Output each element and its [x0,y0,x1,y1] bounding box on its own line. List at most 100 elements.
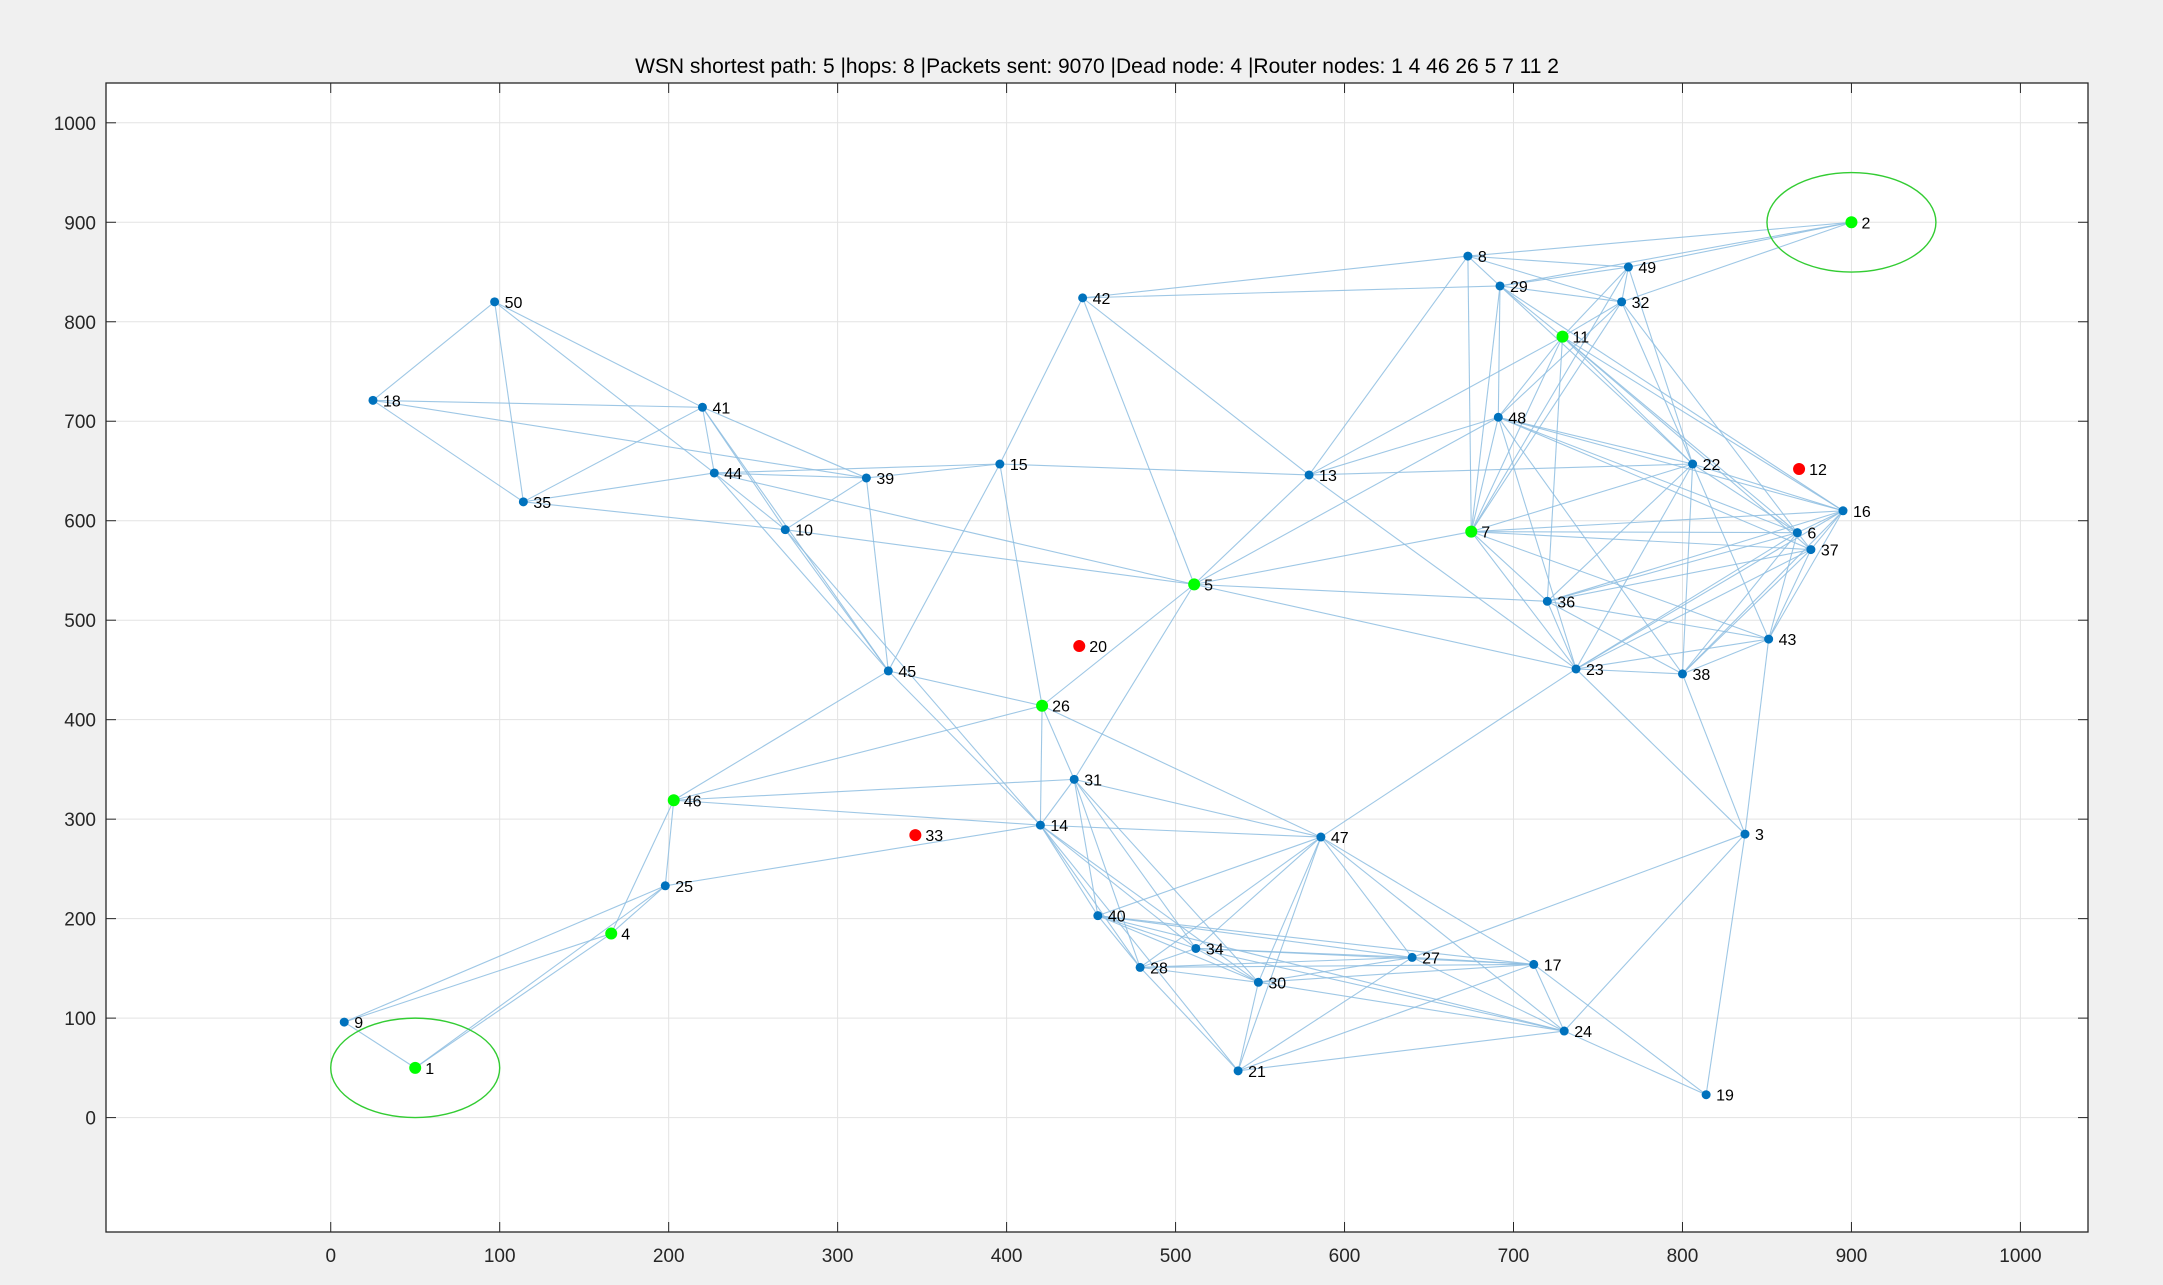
edge-line [1040,824,1321,838]
edge-line [1575,549,1812,670]
y-tick-label: 200 [64,910,96,931]
edge-line [702,406,889,672]
edge-line [1575,668,1746,835]
edge-line [1040,824,1197,949]
node-label: 42 [1093,291,1111,308]
axes-box [105,82,2089,1233]
edge-line [1499,266,1629,287]
edge-line [1575,668,1683,675]
x-tick-label: 800 [1667,1246,1699,1267]
node-marker [995,459,1005,469]
edge-line [664,800,675,886]
edge-line [714,472,867,479]
edge-line [1499,285,1622,303]
node-label: 43 [1779,632,1797,649]
edge-line [344,885,666,1023]
edge-line [673,778,1075,801]
edge-line [1497,336,1563,418]
node-marker [1191,943,1201,953]
node-marker [1093,911,1103,921]
edge-line [1681,463,1694,674]
node-label: 24 [1574,1024,1592,1041]
edge-line [1621,301,1798,533]
node-label: 40 [1108,909,1126,926]
x-tick-label: 500 [1160,1246,1192,1267]
edge-line [1682,638,1769,675]
edge-line [1470,301,1623,532]
node-marker [697,402,707,412]
edge-line [1194,583,1548,602]
edge-line [1074,778,1322,838]
edge-line [372,399,703,408]
node-marker [909,829,922,842]
range-circle [1766,171,1937,273]
edge-line [673,670,889,801]
node-label: 18 [383,393,401,410]
edge-line [1768,532,1798,640]
node-label: 3 [1755,827,1764,844]
node-marker [1465,525,1478,538]
node-label: 35 [533,495,551,512]
range-circles [330,171,1937,1119]
x-tick-label: 1000 [1999,1246,2041,1267]
edge-line [1308,255,1469,476]
tick-labels: 0 100 200 300 400 500 600 700 800 900 1000 0 100 200 3… [54,83,2088,1267]
node-label: 16 [1853,504,1871,521]
edge-line [1692,463,1844,512]
node-label: 37 [1821,543,1839,560]
node-marker [1740,829,1750,839]
node-label: 5 [1204,577,1213,594]
edge-line [1692,463,1798,534]
edge-line [1547,549,1811,602]
edge-line [1467,255,1629,268]
node-label: 21 [1248,1064,1266,1081]
node-label: 45 [898,664,916,681]
y-tick-label: 400 [64,711,96,732]
edge-line [1195,947,1259,983]
node-label: 12 [1809,462,1827,479]
y-tick-label: 900 [64,213,96,234]
edge-line [1547,600,1769,640]
node-marker [883,666,893,676]
node-marker [1677,669,1687,679]
node-marker [1316,832,1326,842]
edge-line [1097,836,1322,917]
node-marker [1036,699,1049,712]
edge-line [494,301,524,502]
node-label: 13 [1319,468,1337,485]
edge-line [1575,532,1798,670]
node-label: 27 [1422,950,1440,967]
edge-line [1140,963,1534,968]
edge-line [523,406,703,503]
edge-line [372,301,495,401]
y-tick-label: 300 [64,810,96,831]
node-label: 14 [1050,818,1068,835]
edge-line [784,529,1041,826]
edge-line [1470,285,1501,532]
edge-line [1097,915,1141,968]
node-label: 36 [1557,594,1575,611]
edge-line [1195,947,1534,965]
edge-line [1040,824,1259,983]
edge-line [1692,463,1770,640]
edge-line [714,463,1000,474]
x-tick-label: 600 [1329,1246,1361,1267]
edge-line [343,1021,416,1069]
edge-line [1498,416,1844,512]
node-marker [1463,251,1473,261]
edge-line [1768,549,1812,640]
edge-line [714,472,1195,585]
edge-line [999,463,1310,476]
node-marker [660,881,670,891]
edge-line [1498,416,1798,534]
edge-line [1073,584,1195,780]
edge-line [523,501,786,531]
edge-line [1320,836,1565,1032]
node-marker [861,473,871,483]
edge-line [1320,836,1413,958]
edge-line [1628,221,1852,268]
node-marker [1556,330,1569,343]
node-label: 28 [1150,960,1168,977]
edge-line [1621,301,1694,465]
node-label: 1 [425,1061,434,1078]
